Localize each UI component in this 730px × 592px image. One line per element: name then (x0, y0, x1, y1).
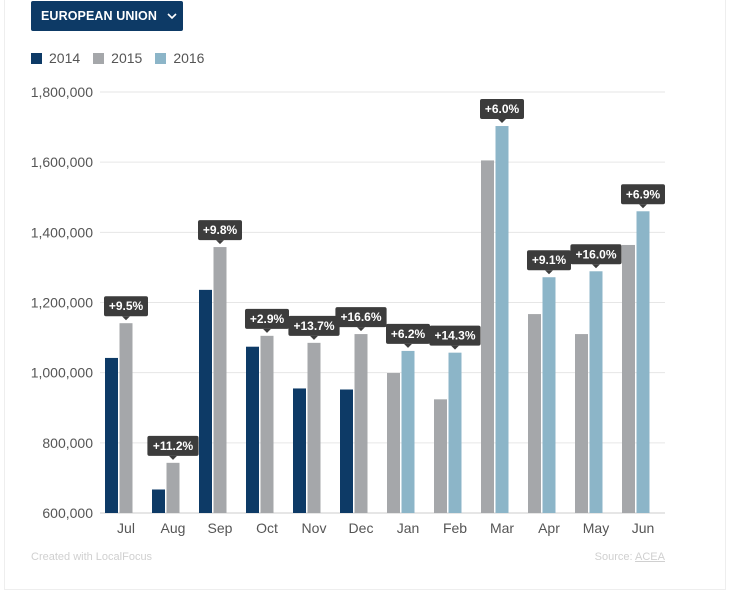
change-badge-bg (335, 307, 387, 328)
change-badge-pointer (122, 316, 130, 321)
change-badge-label: +13.7% (293, 319, 334, 333)
change-badge-label: +11.2% (153, 439, 194, 453)
bar-2015-jan (387, 373, 400, 513)
change-badge-pointer (404, 343, 412, 348)
source-link[interactable]: ACEA (635, 551, 665, 563)
bar-2016-jun (636, 211, 650, 514)
x-tick-label: Jan (397, 520, 420, 536)
change-badge-pointer (545, 270, 553, 275)
bar-2014-aug (152, 489, 165, 513)
x-tick-label: Oct (256, 520, 278, 536)
change-badge-label: +16.0% (575, 247, 616, 261)
legend-item-2015[interactable]: 2015 (93, 50, 142, 66)
legend-label: 2016 (173, 50, 205, 66)
x-tick-label: Sep (208, 520, 233, 536)
bar-2016-mar (495, 126, 509, 514)
y-tick-label: 1,800,000 (31, 84, 93, 100)
y-tick-label: 1,400,000 (31, 224, 93, 240)
bar-2015-mar (481, 160, 494, 513)
bar-2015-aug (166, 462, 180, 513)
bar-2016-feb (448, 352, 462, 513)
bar-2015-jun (622, 244, 635, 514)
chevron-down-icon (167, 12, 177, 20)
change-badge-label: +16.6% (340, 310, 381, 324)
source-note: Source: ACEA (595, 551, 665, 563)
y-tick-label: 1,000,000 (31, 365, 93, 381)
bar-2015-apr (528, 314, 541, 513)
change-badge-bg (621, 184, 665, 205)
bar-2016-jan (401, 350, 415, 513)
x-tick-label: May (583, 520, 609, 536)
region-dropdown-button[interactable]: EUROPEAN UNION (31, 1, 183, 31)
x-tick-label: Apr (538, 520, 560, 536)
x-tick-label: Dec (349, 520, 374, 536)
x-tick-label: Jul (117, 520, 135, 536)
change-badge-bg (147, 435, 199, 456)
localfocus-credit: Created with LocalFocus (31, 551, 153, 563)
bar-2015-jul (119, 323, 133, 513)
x-tick-label: Jun (632, 520, 655, 536)
y-tick-label: 1,200,000 (31, 295, 93, 311)
change-badge-pointer (263, 328, 271, 333)
bar-2014-sep (199, 289, 212, 513)
change-badge-label: +14.3% (434, 329, 475, 343)
change-badge-pointer (357, 327, 365, 332)
legend-swatch-2014 (31, 52, 42, 64)
change-badge-pointer (169, 455, 177, 460)
legend-item-2016[interactable]: 2016 (155, 50, 204, 66)
change-badge-pointer (498, 119, 506, 124)
x-tick-label: Aug (161, 520, 186, 536)
bar-2014-dec (340, 389, 353, 513)
bar-2015-nov (307, 342, 321, 513)
y-tick-label: 600,000 (42, 505, 93, 521)
change-badge-pointer (639, 204, 647, 209)
bar-2015-sep (213, 247, 227, 513)
legend-label: 2015 (111, 50, 143, 66)
change-badge-label: +9.5% (109, 299, 144, 313)
change-badge-pointer (592, 264, 600, 269)
bar-2014-nov (293, 388, 306, 513)
bar-2014-oct (246, 346, 259, 513)
change-badge-label: +9.8% (203, 223, 238, 237)
change-badge-bg (527, 250, 571, 271)
y-tick-label: 1,600,000 (31, 154, 93, 170)
bar-2015-may (575, 334, 588, 513)
bar-2015-dec (354, 334, 368, 513)
change-badge-bg (386, 323, 430, 344)
change-badge-bg (288, 315, 340, 336)
change-badge-bg (480, 99, 524, 120)
change-badge-bg (198, 220, 242, 241)
source-prefix: Source: (594, 551, 633, 563)
bar-2014-jul (105, 357, 118, 513)
legend-swatch-2015 (93, 52, 105, 64)
x-tick-label: Mar (490, 520, 514, 536)
change-badge-label: +6.9% (626, 187, 661, 201)
x-tick-label: Feb (443, 520, 467, 536)
change-badge-pointer (216, 240, 224, 245)
change-badge-pointer (310, 335, 318, 340)
change-badge-bg (245, 308, 289, 329)
region-label: EUROPEAN UNION (41, 9, 157, 23)
change-badge-bg (104, 296, 148, 317)
legend-label: 2014 (49, 50, 81, 66)
legend-item-2014[interactable]: 2014 (31, 50, 80, 66)
legend-swatch-2016 (155, 52, 167, 64)
change-badge-bg (429, 325, 481, 346)
change-badge-label: +2.9% (250, 312, 285, 326)
change-badge-label: +6.2% (391, 327, 426, 341)
change-badge-label: +9.1% (532, 253, 567, 267)
x-tick-label: Nov (302, 520, 327, 536)
change-badge-label: +6.0% (485, 102, 520, 116)
legend: 2014 2015 2016 (31, 50, 217, 66)
bar-2016-apr (542, 277, 556, 513)
bar-2015-oct (260, 335, 274, 513)
change-badge-bg (570, 244, 622, 265)
change-badge-pointer (451, 345, 459, 350)
chart-frame (4, 0, 726, 590)
y-tick-label: 800,000 (42, 435, 93, 451)
bar-2016-may (589, 271, 603, 513)
bar-2015-feb (434, 399, 447, 513)
